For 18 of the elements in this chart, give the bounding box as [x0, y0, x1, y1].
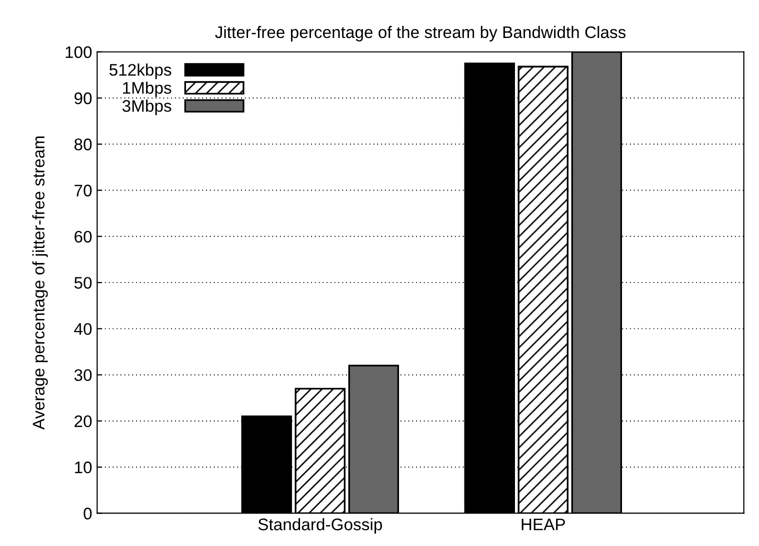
- y-tick-label: 10: [75, 462, 92, 474]
- y-tick-label: 100: [66, 46, 92, 58]
- x-tick-label: HEAP: [522, 518, 565, 530]
- legend-label: 512kbps: [109, 64, 172, 80]
- y-tick-label: 50: [74, 276, 92, 289]
- legend-label: 1Mbps: [123, 82, 172, 98]
- chart-title: Jitter-free percentage of the stream by Bandwidth Class: [215, 26, 626, 42]
- y-tick-label: 40: [74, 323, 92, 335]
- y-tick-label: 0: [84, 508, 92, 520]
- y-tick-label: 60: [74, 230, 92, 243]
- x-tick-label: Standard-Gossip: [258, 518, 382, 534]
- y-axis-title: Average percentage of jitter-free stream: [32, 136, 48, 430]
- y-tick-label: 30: [74, 369, 92, 382]
- legend-label: 3Mbps: [122, 100, 172, 116]
- y-tick-label: 20: [74, 415, 92, 428]
- y-tick-label: 70: [74, 184, 92, 196]
- y-tick-label: 80: [74, 138, 92, 150]
- y-tick-label: 90: [74, 92, 92, 104]
